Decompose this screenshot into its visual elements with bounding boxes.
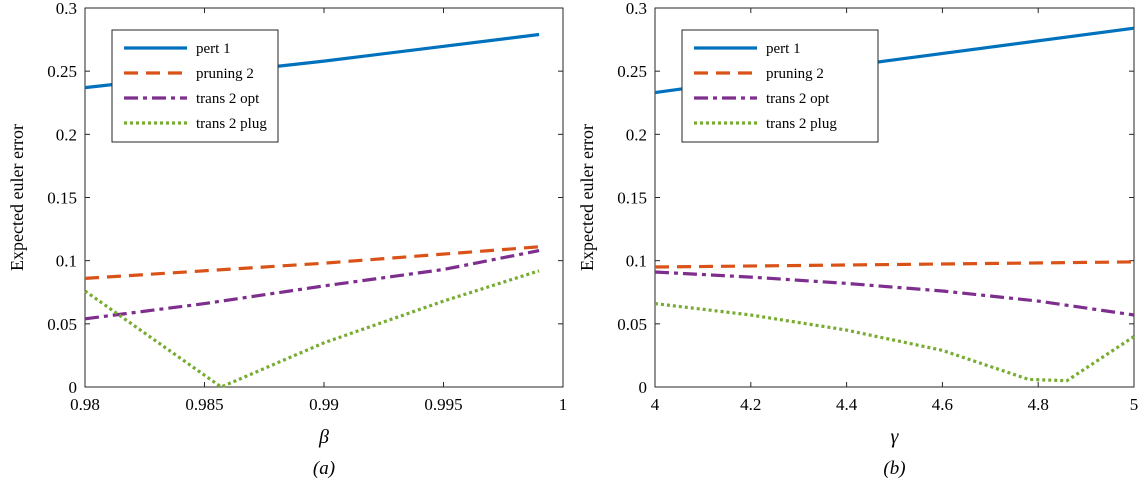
series-line-3 [84,269,540,389]
y-tick-label: 0.3 [56,0,77,18]
x-axis-label: γ [891,426,900,448]
y-tick-label: 0.25 [47,62,77,81]
y-axis-label: Expected euler error [577,124,597,271]
legend-entry-1: pruning 2 [766,66,824,82]
y-tick-label: 0.05 [617,315,647,334]
x-tick-label: 5 [1130,395,1139,414]
y-tick-label: 0.1 [626,252,647,271]
legend-entry-0: pert 1 [766,41,801,57]
y-tick-label: 0.15 [617,189,647,208]
x-tick-label: 0.99 [309,395,339,414]
series-line-2 [84,249,540,321]
series-line-1 [84,245,540,280]
legend-entry-3: trans 2 plug [196,116,267,132]
y-tick-label: 0.2 [626,125,647,144]
x-tick-label: 4.8 [1028,395,1049,414]
series-line-1 [654,260,1135,269]
x-tick-label: 0.98 [70,395,100,414]
x-tick-label: 4.6 [932,395,953,414]
series-line-3 [654,302,1135,383]
panel-caption: (a) [313,458,335,479]
legend-entry-2: trans 2 opt [766,91,830,107]
y-tick-label: 0 [69,378,78,397]
y-tick-label: 0.1 [56,252,77,271]
y-tick-label: 0.25 [617,62,647,81]
x-tick-label: 0.985 [185,395,223,414]
x-tick-label: 4 [651,395,660,414]
panel-b: 0 0.05 0.1 0.15 0.2 0.25 0.3 4 4.2 4.4 4.6 4.8 5 γ Exp… [577,0,1138,479]
legend-entry-1: pruning 2 [196,66,254,82]
y-axis-label: Expected euler error [7,124,27,271]
legend-entry-2: trans 2 opt [196,91,260,107]
y-tick-label: 0 [639,378,648,397]
x-axis-label: β [318,426,329,448]
x-tick-label: 1 [559,395,568,414]
y-tick-label: 0.05 [47,315,77,334]
x-tick-label: 4.4 [836,395,858,414]
y-tick-label: 0.15 [47,189,77,208]
series-line-2 [654,270,1135,317]
x-tick-label: 0.995 [424,395,462,414]
x-tick-label: 4.2 [740,395,761,414]
panel-caption: (b) [883,458,905,479]
y-tick-label: 0.2 [56,125,77,144]
y-tick-label: 0.3 [626,0,647,18]
panel-a: 0 0.05 0.1 0.15 0.2 0.25 0.3 0.98 0.985 0.99 0.995… [7,0,567,479]
legend-entry-0: pert 1 [196,41,231,57]
legend-entry-3: trans 2 plug [766,116,837,132]
